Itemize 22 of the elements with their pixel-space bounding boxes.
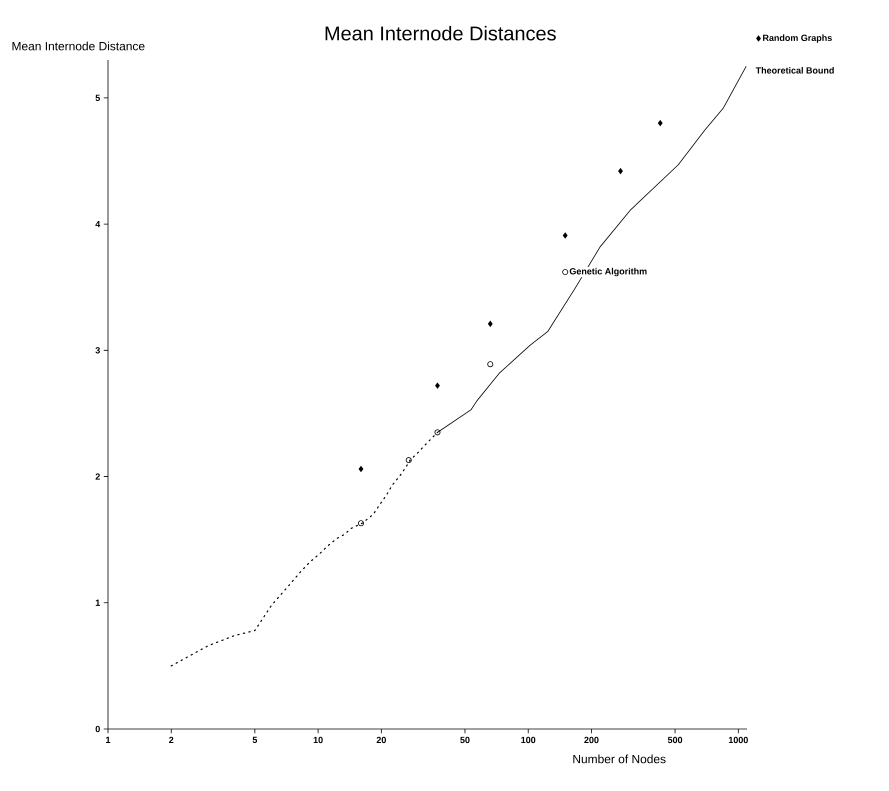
y-axis-title: Mean Internode Distance (12, 42, 145, 50)
x-axis-title: Number of Nodes (573, 754, 666, 764)
x-tick-label: 100 (521, 736, 536, 744)
y-tick-label: 1 (96, 600, 100, 606)
chart-title: Mean Internode Distances (326, 26, 556, 40)
x-tick-label: 1000 (728, 736, 748, 744)
x-tick-label: 200 (584, 736, 599, 744)
x-tick-label: 5 (252, 736, 258, 744)
series-label: Genetic Algorithm (570, 268, 647, 276)
y-tick-label: 3 (95, 347, 100, 354)
legend-label: Random Graphs (763, 34, 832, 43)
x-tick-label: 500 (668, 736, 682, 744)
y-tick-label: 0 (96, 726, 100, 732)
y-tick-label: 2 (96, 473, 100, 480)
y-tick-label: 4 (95, 221, 100, 228)
y-tick-label: 5 (96, 94, 100, 101)
x-tick-label: 50 (460, 736, 470, 744)
series-label: Theoretical Bound (756, 67, 834, 74)
x-tick-label: 2 (169, 736, 174, 744)
x-tick-label: 1 (106, 736, 110, 743)
x-tick-label: 10 (314, 736, 323, 744)
x-tick-label: 20 (376, 736, 386, 744)
